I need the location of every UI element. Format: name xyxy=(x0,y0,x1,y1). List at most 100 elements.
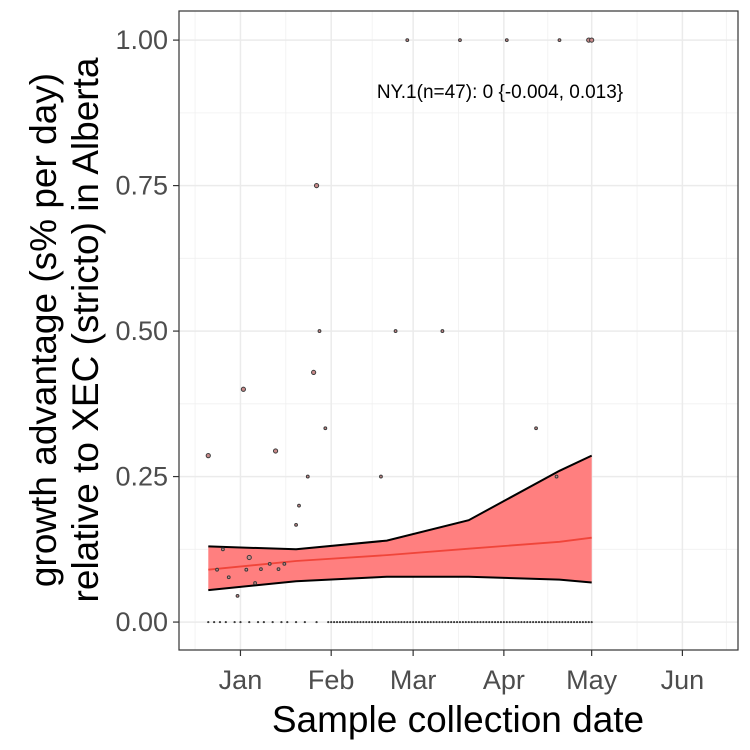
y-axis-title-line-2: relative to XEC (stricto) in Alberta xyxy=(65,57,106,602)
data-point xyxy=(205,453,211,459)
data-point xyxy=(393,329,398,333)
y-tick-label: 0.00 xyxy=(115,607,168,637)
zero-data-point xyxy=(473,620,476,624)
zero-data-point xyxy=(578,620,582,624)
data-point xyxy=(240,386,246,392)
zero-data-point xyxy=(385,620,388,624)
zero-data-point xyxy=(479,620,482,624)
zero-data-point xyxy=(514,620,517,624)
zero-data-point xyxy=(441,620,444,624)
zero-data-point xyxy=(526,620,529,624)
zero-data-point xyxy=(426,620,429,624)
zero-data-point xyxy=(517,620,520,624)
zero-data-point xyxy=(584,620,587,624)
zero-data-point xyxy=(391,620,394,624)
zero-data-point xyxy=(376,620,380,624)
zero-data-point xyxy=(476,620,479,624)
zero-data-point xyxy=(590,620,593,624)
zero-data-point xyxy=(464,620,467,624)
zero-data-point xyxy=(523,620,526,624)
zero-data-point xyxy=(371,620,374,624)
zero-data-point xyxy=(488,620,491,624)
y-tick-label: 0.75 xyxy=(115,171,168,201)
zero-data-point xyxy=(505,620,508,624)
zero-data-point xyxy=(256,620,260,624)
zero-data-point xyxy=(546,620,549,624)
zero-data-point xyxy=(373,620,377,624)
zero-data-point xyxy=(248,620,251,624)
zero-data-point xyxy=(467,620,470,624)
zero-data-point xyxy=(388,620,391,624)
zero-data-point xyxy=(239,620,242,624)
zero-data-point xyxy=(414,620,418,624)
zero-data-point xyxy=(438,620,441,624)
zero-data-point xyxy=(581,620,584,624)
ribbon-upper-bound xyxy=(208,454,593,551)
zero-data-point xyxy=(224,620,227,624)
zero-data-point xyxy=(417,620,421,624)
data-point xyxy=(226,575,231,580)
zero-data-point xyxy=(555,620,558,624)
data-point xyxy=(215,567,219,572)
zero-data-point xyxy=(353,620,356,624)
data-point xyxy=(253,581,257,585)
data-point xyxy=(557,38,562,42)
zero-data-point xyxy=(327,620,330,624)
zero-data-point xyxy=(280,620,283,624)
zero-data-point xyxy=(508,620,511,624)
data-point xyxy=(235,593,240,598)
zero-data-point xyxy=(218,620,222,624)
zero-data-point xyxy=(359,620,362,624)
data-point xyxy=(246,554,252,561)
x-tick-label: Feb xyxy=(308,665,355,695)
zero-data-point xyxy=(540,620,544,624)
x-axis-title: Sample collection date xyxy=(272,699,644,740)
zero-data-point xyxy=(435,620,438,624)
zero-data-point xyxy=(499,620,503,624)
zero-data-point xyxy=(429,620,432,624)
zero-data-point xyxy=(233,620,236,624)
data-point xyxy=(305,474,310,479)
data-point xyxy=(267,561,272,566)
zero-data-point xyxy=(537,620,541,624)
zero-data-point xyxy=(567,620,570,624)
data-point xyxy=(379,474,383,479)
zero-data-point xyxy=(303,620,306,624)
zero-data-point xyxy=(450,620,453,624)
y-axis-title-line-1: growth advantage (s% per day) xyxy=(23,73,64,587)
data-point xyxy=(534,426,538,431)
y-tick-label: 0.50 xyxy=(115,316,168,346)
zero-data-point xyxy=(397,620,400,624)
data-point xyxy=(317,329,322,333)
annotation-label: NY.1(n=47): 0 {-0.004, 0.013} xyxy=(377,82,623,103)
zero-data-point xyxy=(570,620,573,624)
zero-data-point xyxy=(549,620,552,624)
zero-data-point xyxy=(420,620,424,624)
zero-data-point xyxy=(558,620,561,624)
zero-data-point xyxy=(432,620,435,624)
zero-data-point xyxy=(496,620,500,624)
zero-data-point xyxy=(493,620,497,624)
data-point xyxy=(311,369,317,376)
zero-data-point xyxy=(444,620,447,624)
zero-data-point xyxy=(409,620,412,624)
x-tick-label: Apr xyxy=(483,665,525,695)
data-point xyxy=(504,38,509,42)
zero-data-point xyxy=(561,620,564,624)
zero-data-point xyxy=(564,620,567,624)
x-tick-label: Mar xyxy=(390,665,437,695)
zero-data-point xyxy=(453,620,456,624)
zero-data-point xyxy=(529,620,532,624)
data-point xyxy=(259,567,263,572)
zero-data-point xyxy=(461,620,464,624)
data-point xyxy=(297,503,301,508)
zero-data-point xyxy=(491,620,494,624)
data-point xyxy=(589,37,595,43)
data-point xyxy=(323,426,328,431)
zero-data-point xyxy=(400,620,403,624)
data-point xyxy=(272,448,279,454)
data-points-group xyxy=(205,37,595,624)
zero-data-point xyxy=(534,620,538,624)
zero-data-point xyxy=(315,620,318,624)
